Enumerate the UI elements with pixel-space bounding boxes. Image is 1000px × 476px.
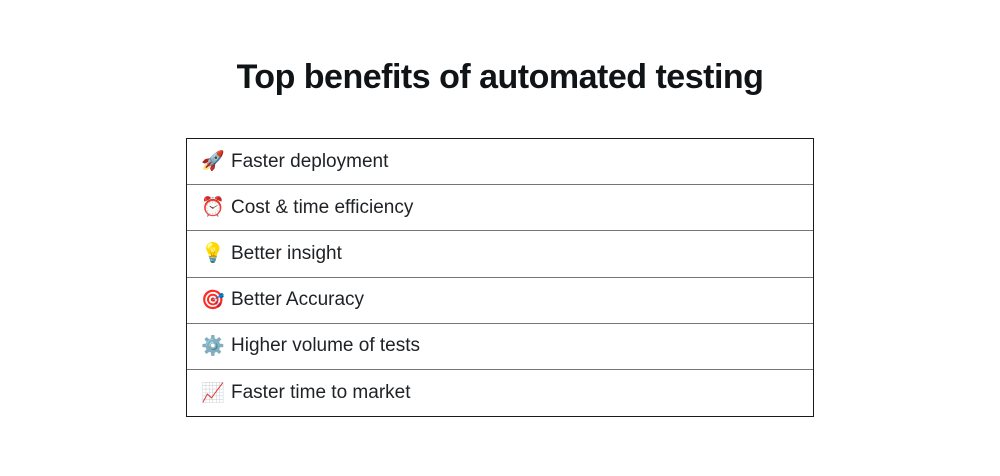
benefit-label: Cost & time efficiency: [231, 196, 414, 218]
gear-icon: ⚙️: [201, 335, 225, 357]
rocket-icon: 🚀: [201, 151, 225, 173]
chart-increasing-icon: 📈: [201, 382, 225, 404]
light-bulb-icon: 💡: [201, 243, 225, 265]
table-row: 📈 Faster time to market: [187, 370, 813, 416]
benefits-table: 🚀 Faster deployment ⏰ Cost & time effici…: [186, 138, 814, 418]
page-title: Top benefits of automated testing: [236, 57, 764, 96]
benefit-label: Better insight: [231, 242, 342, 264]
table-row: ⏰ Cost & time efficiency: [187, 185, 813, 232]
header: Top benefits of automated testing: [0, 0, 1000, 138]
table-row: 💡 Better insight: [187, 231, 813, 278]
table-row: 🚀 Faster deployment: [187, 139, 813, 186]
alarm-clock-icon: ⏰: [201, 197, 225, 219]
benefit-label: Better Accuracy: [231, 289, 365, 311]
dart-target-icon: 🎯: [201, 289, 225, 311]
table-row: 🎯 Better Accuracy: [187, 278, 813, 324]
benefit-label: Faster deployment: [231, 150, 389, 172]
benefit-label: Higher volume of tests: [231, 335, 421, 357]
table-row: ⚙️ Higher volume of tests: [187, 324, 813, 370]
benefit-label: Faster time to market: [231, 382, 411, 404]
